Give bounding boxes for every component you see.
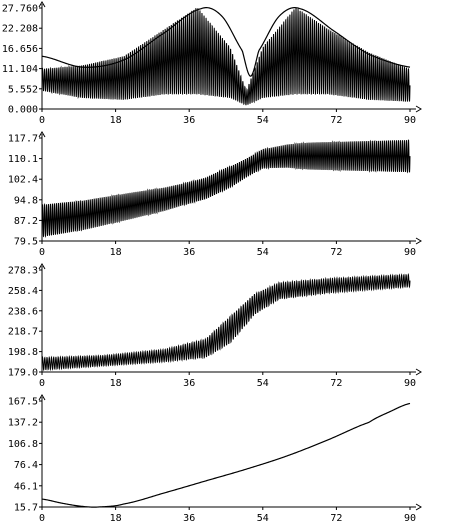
x-axis-arrow [415,368,422,376]
y-axis-arrow [38,1,46,8]
chart-panel-4: 0 18 36 54 72 90 15.7 46.1 76.4 106.8 137.2 167.5 [8,394,422,524]
series-line-oscillation [41,139,411,239]
x-tick-label: 36 [183,513,195,524]
x-tick-label: 90 [404,378,416,389]
x-tick-label: 54 [257,115,269,126]
y-tick-label: 137.2 [8,418,38,429]
y-tick-label: 0.000 [8,105,38,116]
y-tick-label: 27.760 [2,4,38,15]
x-tick-label: 0 [39,115,45,126]
chart-panel-2: 0 18 36 54 72 90 79.5 87.2 94.8 102.4 110.1 117.7 [8,131,422,258]
x-tick-label: 0 [39,378,45,389]
y-tick-label: 22.208 [2,24,38,35]
series-line-envelope [41,7,411,77]
y-tick-label: 16.656 [2,44,38,55]
y-tick-label: 106.8 [8,439,38,450]
x-axis-arrow [415,237,422,245]
x-tick-label: 90 [404,247,416,258]
x-tick-label: 36 [183,378,195,389]
y-axis-arrow [38,263,46,270]
y-tick-label: 15.7 [14,503,38,514]
x-axis-arrow [415,503,422,511]
x-tick-label: 72 [330,513,342,524]
x-tick-label: 36 [183,247,195,258]
y-tick-label: 258.4 [8,286,38,297]
y-tick-label: 198.8 [8,347,38,358]
x-tick-label: 18 [110,247,122,258]
x-axis-arrow [415,105,422,113]
y-tick-label: 278.3 [8,266,38,277]
y-tick-label: 11.104 [2,64,38,75]
y-tick-label: 76.4 [14,460,38,471]
y-tick-label: 87.2 [14,216,38,227]
y-tick-label: 117.7 [8,134,38,145]
y-tick-label: 94.8 [14,195,38,206]
chart-panel-3: 0 18 36 54 72 90 179.0 198.8 218.7 238.6 258.4 278.… [8,263,422,389]
x-tick-label: 72 [330,378,342,389]
series-line-oscillation [41,7,411,106]
x-tick-label: 18 [110,513,122,524]
y-axis-arrow [38,131,46,138]
y-tick-label: 179.0 [8,368,38,379]
x-tick-label: 54 [257,378,269,389]
y-tick-label: 46.1 [14,481,38,492]
x-tick-label: 0 [39,247,45,258]
y-tick-label: 238.6 [8,306,38,317]
x-tick-label: 90 [404,513,416,524]
chart-panel-1: 0 18 36 54 72 90 0.000 5.552 11.104 16.656 22.208 2… [2,1,422,126]
series-line-smooth [41,402,411,508]
y-tick-label: 79.5 [14,237,38,248]
x-tick-label: 0 [39,513,45,524]
y-tick-label: 5.552 [8,84,38,95]
x-tick-label: 18 [110,378,122,389]
x-tick-label: 36 [183,115,195,126]
y-axis-arrow [38,394,46,401]
y-tick-label: 218.7 [8,327,38,338]
y-tick-label: 102.4 [8,175,38,186]
x-tick-label: 54 [257,247,269,258]
y-tick-label: 167.5 [8,397,38,408]
x-tick-label: 72 [330,115,342,126]
series-line-oscillation [41,272,411,372]
y-tick-label: 110.1 [8,154,38,165]
x-tick-label: 18 [110,115,122,126]
x-tick-label: 72 [330,247,342,258]
x-tick-label: 90 [404,115,416,126]
x-tick-label: 54 [257,513,269,524]
